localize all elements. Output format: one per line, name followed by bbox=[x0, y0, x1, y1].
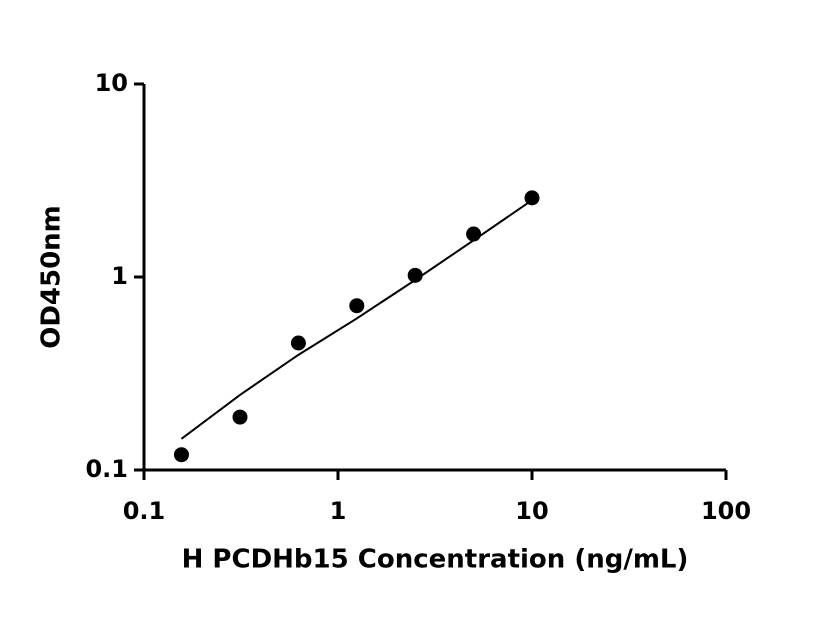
data-point bbox=[232, 409, 248, 425]
x-tick-label: 1 bbox=[330, 497, 347, 525]
fit-curve bbox=[180, 199, 533, 440]
y-tick-label: 1 bbox=[111, 262, 128, 290]
y-tick-label: 0.1 bbox=[85, 455, 128, 483]
x-tick-label: 0.1 bbox=[123, 497, 166, 525]
x-tick-label: 100 bbox=[701, 497, 751, 525]
data-point bbox=[173, 447, 189, 463]
y-axis-label: OD450nm bbox=[37, 205, 67, 349]
data-point bbox=[290, 335, 306, 351]
y-tick-label: 10 bbox=[95, 69, 128, 97]
data-point bbox=[407, 267, 423, 283]
data-point bbox=[349, 298, 365, 314]
x-axis-label: H PCDHb15 Concentration (ng/mL) bbox=[182, 545, 689, 575]
x-tick-label: 10 bbox=[515, 497, 548, 525]
